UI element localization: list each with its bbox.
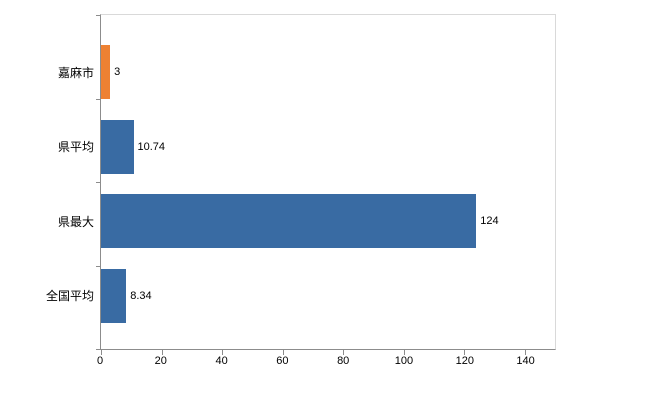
x-tick-label: 0 (96, 355, 104, 367)
bar (101, 45, 111, 100)
category-label: 県最大 (57, 214, 94, 229)
value-label: 3 (114, 66, 121, 79)
x-tick-mark (101, 350, 102, 355)
x-tick-mark (343, 350, 345, 355)
y-tick-mark (96, 15, 101, 16)
y-tick-mark (96, 349, 101, 350)
category-label: 嘉麻市 (57, 65, 94, 80)
x-tick-mark (161, 350, 163, 355)
bar (101, 268, 127, 323)
x-tick-mark (464, 350, 466, 355)
bar (101, 119, 134, 174)
x-tick-mark (282, 350, 284, 355)
x-tick-label: 80 (337, 355, 350, 367)
bar-row: 県最大 124 (58, 184, 555, 259)
x-tick-label: 40 (215, 355, 228, 367)
y-tick-mark (96, 98, 101, 100)
bars-container: 嘉麻市 3 県平均 10.74 県最大 124 全国平均 8.34 (46, 15, 555, 349)
x-tick-label: 60 (276, 355, 289, 367)
y-tick-mark (96, 182, 101, 183)
value-label: 10.74 (137, 140, 166, 153)
plot-area: 嘉麻市 3 県平均 10.74 県最大 124 全国平均 8.34 (46, 14, 556, 355)
x-tick-label: 100 (394, 355, 414, 367)
bar-row: 県平均 10.74 (58, 110, 555, 185)
bar-row: 嘉麻市 3 (58, 35, 555, 110)
x-tick-label: 140 (516, 355, 535, 367)
x-tick-mark (403, 350, 405, 355)
x-tick-label: 120 (455, 355, 474, 367)
category-label: 県平均 (57, 140, 94, 155)
value-label: 124 (480, 215, 499, 228)
x-axis-labels: 0 20 40 60 80 100 120 140 (96, 350, 556, 370)
category-label: 全国平均 (45, 289, 94, 304)
value-label: 8.34 (130, 289, 152, 302)
y-tick-mark (96, 265, 101, 267)
x-tick-mark (524, 350, 526, 355)
x-tick-mark (222, 350, 224, 355)
bar (101, 194, 477, 249)
x-tick-label: 20 (154, 355, 167, 367)
bar-row: 全国平均 8.34 (46, 259, 555, 334)
